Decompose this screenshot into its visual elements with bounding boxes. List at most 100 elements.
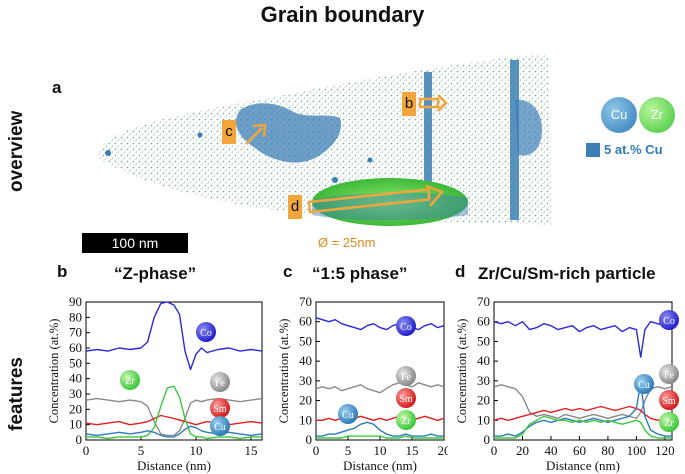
legend-iso-square (586, 143, 600, 157)
series-line-sm (85, 414, 263, 426)
y-tick-label: 10 (69, 417, 82, 432)
tag-b: b (402, 92, 416, 116)
badge-label-co: Co (400, 322, 412, 333)
series-line-co (493, 321, 673, 358)
badge-label-co: Co (663, 316, 675, 327)
series-line-zr (494, 415, 672, 439)
x-tick-label: 0 (83, 443, 90, 458)
particle-shell (312, 192, 468, 221)
cu-cluster-region (235, 103, 341, 163)
badge-label-cu: Cu (214, 422, 226, 433)
badge-fe (210, 372, 230, 392)
series-line-sm (493, 405, 673, 422)
badge-label-cu: Cu (342, 410, 354, 421)
y-axis-label: Concentration (at.%) (277, 319, 291, 424)
x-axis-label: Distance (nm) (137, 458, 211, 473)
arrow-b (418, 94, 448, 112)
x-tick-label: 10 (374, 443, 387, 458)
series-line-zr (316, 435, 444, 439)
y-tick-label: 40 (69, 371, 82, 386)
x-tick-label: 60 (573, 443, 586, 458)
y-tick-label: 60 (299, 314, 312, 329)
y-axis-label: Concentration (at.%) (455, 319, 469, 424)
y-tick-label: 20 (477, 393, 490, 408)
cu-boundary-1 (424, 72, 432, 212)
cylinder-diameter: Ø = 25nm (318, 235, 376, 250)
badge-label-sm: Sm (399, 394, 413, 405)
x-tick-label: 5 (138, 443, 145, 458)
x-tick-label: 80 (601, 443, 614, 458)
badge-sm (396, 388, 416, 408)
badge-label-zr: Zr (125, 376, 135, 387)
arrow-d (307, 184, 445, 214)
plot-frame (315, 301, 445, 441)
badge-label-co: Co (200, 328, 212, 339)
x-tick-label: 120 (655, 443, 675, 458)
y-tick-label: 50 (477, 333, 490, 348)
badge-cu (210, 416, 230, 436)
badge-cu (634, 374, 654, 394)
legend-cu-sphere: Cu (601, 97, 637, 133)
badge-label-zr: Zr (664, 418, 674, 429)
plot-frame (85, 301, 263, 441)
row-label-features: features (6, 357, 27, 431)
panel-letter-d: d (455, 262, 466, 281)
series-line-fe (85, 397, 263, 437)
badge-label-fe: Fe (664, 370, 675, 381)
y-tick-label: 60 (69, 340, 82, 355)
x-tick-label: 100 (627, 443, 647, 458)
badge-sm (659, 390, 679, 410)
x-tick-label: 20 (516, 443, 529, 458)
x-tick-label: 0 (491, 443, 498, 458)
badge-label-cu: Cu (638, 380, 650, 391)
y-tick-label: 70 (299, 294, 312, 309)
y-tick-label: 0 (306, 432, 313, 447)
y-tick-label: 20 (69, 401, 82, 416)
y-tick-label: 50 (299, 333, 312, 348)
x-tick-label: 0 (313, 443, 320, 458)
badge-cu (338, 404, 358, 424)
y-tick-label: 10 (477, 412, 490, 427)
badge-zr (659, 412, 679, 432)
cu-boundary-lobe (515, 99, 542, 156)
x-tick-label: 5 (345, 443, 352, 458)
panel-title-b: “Z-phase” (114, 264, 197, 283)
x-tick-label: 10 (190, 443, 203, 458)
badge-label-fe: Fe (215, 378, 226, 389)
y-tick-label: 30 (299, 373, 312, 388)
x-tick-label: 15 (245, 443, 258, 458)
panel-title-d: Zr/Cu/Sm-rich particle (478, 264, 656, 283)
badge-co (659, 310, 679, 330)
badge-label-fe: Fe (401, 372, 412, 383)
series-line-fe (315, 382, 445, 394)
y-axis-label: Concentration (at.%) (47, 319, 61, 424)
y-tick-label: 0 (76, 432, 83, 447)
y-tick-label: 30 (477, 373, 490, 388)
cu-dot (105, 150, 111, 156)
y-tick-label: 40 (477, 353, 490, 368)
tag-d: d (288, 195, 302, 219)
badge-label-zr: Zr (401, 416, 411, 427)
y-tick-label: 40 (299, 353, 312, 368)
badge-zr (396, 410, 416, 430)
y-tick-label: 50 (69, 355, 82, 370)
row-label-overview: overview (6, 110, 27, 192)
y-tick-label: 70 (69, 325, 82, 340)
legend-iso-label: 5 at.% Cu (604, 142, 663, 157)
y-tick-label: 70 (477, 294, 490, 309)
cu-dot (197, 132, 203, 138)
x-tick-label: 20 (438, 443, 449, 458)
tag-c: c (222, 120, 236, 144)
cu-boundary-2 (510, 60, 519, 220)
badge-label-sm: Sm (213, 404, 227, 415)
series-line-sm (316, 415, 445, 422)
cu-dot (332, 177, 338, 183)
arrow-c (245, 123, 267, 145)
cu-dot (367, 157, 373, 163)
x-axis-label: Distance (nm) (343, 458, 417, 473)
scale-bar: 100 nm (82, 233, 188, 253)
panel-letter-c: c (283, 262, 293, 281)
chart-particle: 0 10 20 30 40 50 60 70 0 20 40 60 80 100 120 Distance (… (455, 294, 679, 473)
y-tick-label: 10 (299, 412, 312, 427)
badge-sm (210, 398, 230, 418)
